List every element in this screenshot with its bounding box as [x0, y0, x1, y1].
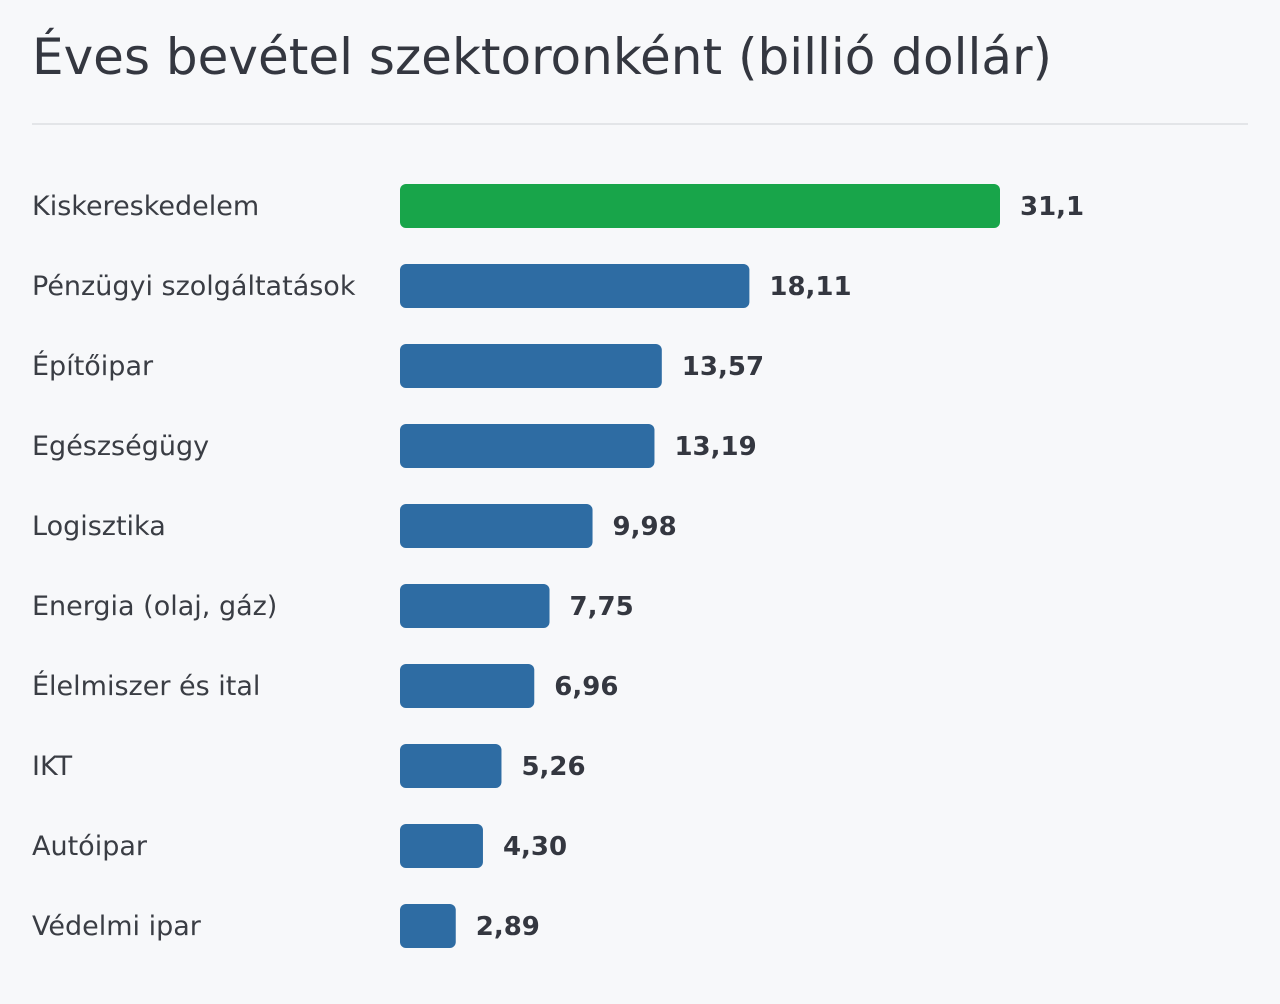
- bar: [400, 344, 662, 388]
- bar: [400, 904, 456, 948]
- value-label: 7,75: [570, 592, 634, 622]
- value-label: 5,26: [521, 752, 585, 782]
- category-label: Logisztika: [32, 511, 166, 542]
- category-label: Energia (olaj, gáz): [32, 591, 277, 622]
- category-label: Építőipar: [32, 350, 154, 382]
- value-label: 13,57: [682, 352, 764, 382]
- value-label: 4,30: [503, 832, 567, 862]
- category-label: Kiskereskedelem: [32, 191, 259, 222]
- bar: [400, 664, 535, 708]
- category-label: Élelmiszer és ital: [32, 670, 260, 702]
- bar: [400, 744, 502, 788]
- bar: [400, 584, 550, 628]
- category-label: Védelmi ipar: [32, 911, 202, 942]
- bar: [400, 264, 750, 308]
- value-label: 18,11: [769, 272, 851, 302]
- bar: [400, 424, 655, 468]
- value-label: 31,1: [1020, 192, 1084, 222]
- category-label: Pénzügyi szolgáltatások: [32, 271, 356, 302]
- bar: [400, 504, 593, 548]
- category-label: IKT: [32, 751, 73, 782]
- bar: [400, 824, 483, 868]
- value-label: 9,98: [613, 512, 677, 542]
- category-label: Autóipar: [32, 831, 148, 862]
- value-label: 2,89: [476, 912, 540, 942]
- value-label: 13,19: [674, 432, 756, 462]
- chart-title: Éves bevétel szektoronként (billió dollá…: [32, 28, 1053, 86]
- title-divider: [32, 123, 1248, 125]
- bar: [400, 184, 1000, 228]
- category-label: Egészségügy: [32, 431, 209, 462]
- value-label: 6,96: [554, 672, 618, 702]
